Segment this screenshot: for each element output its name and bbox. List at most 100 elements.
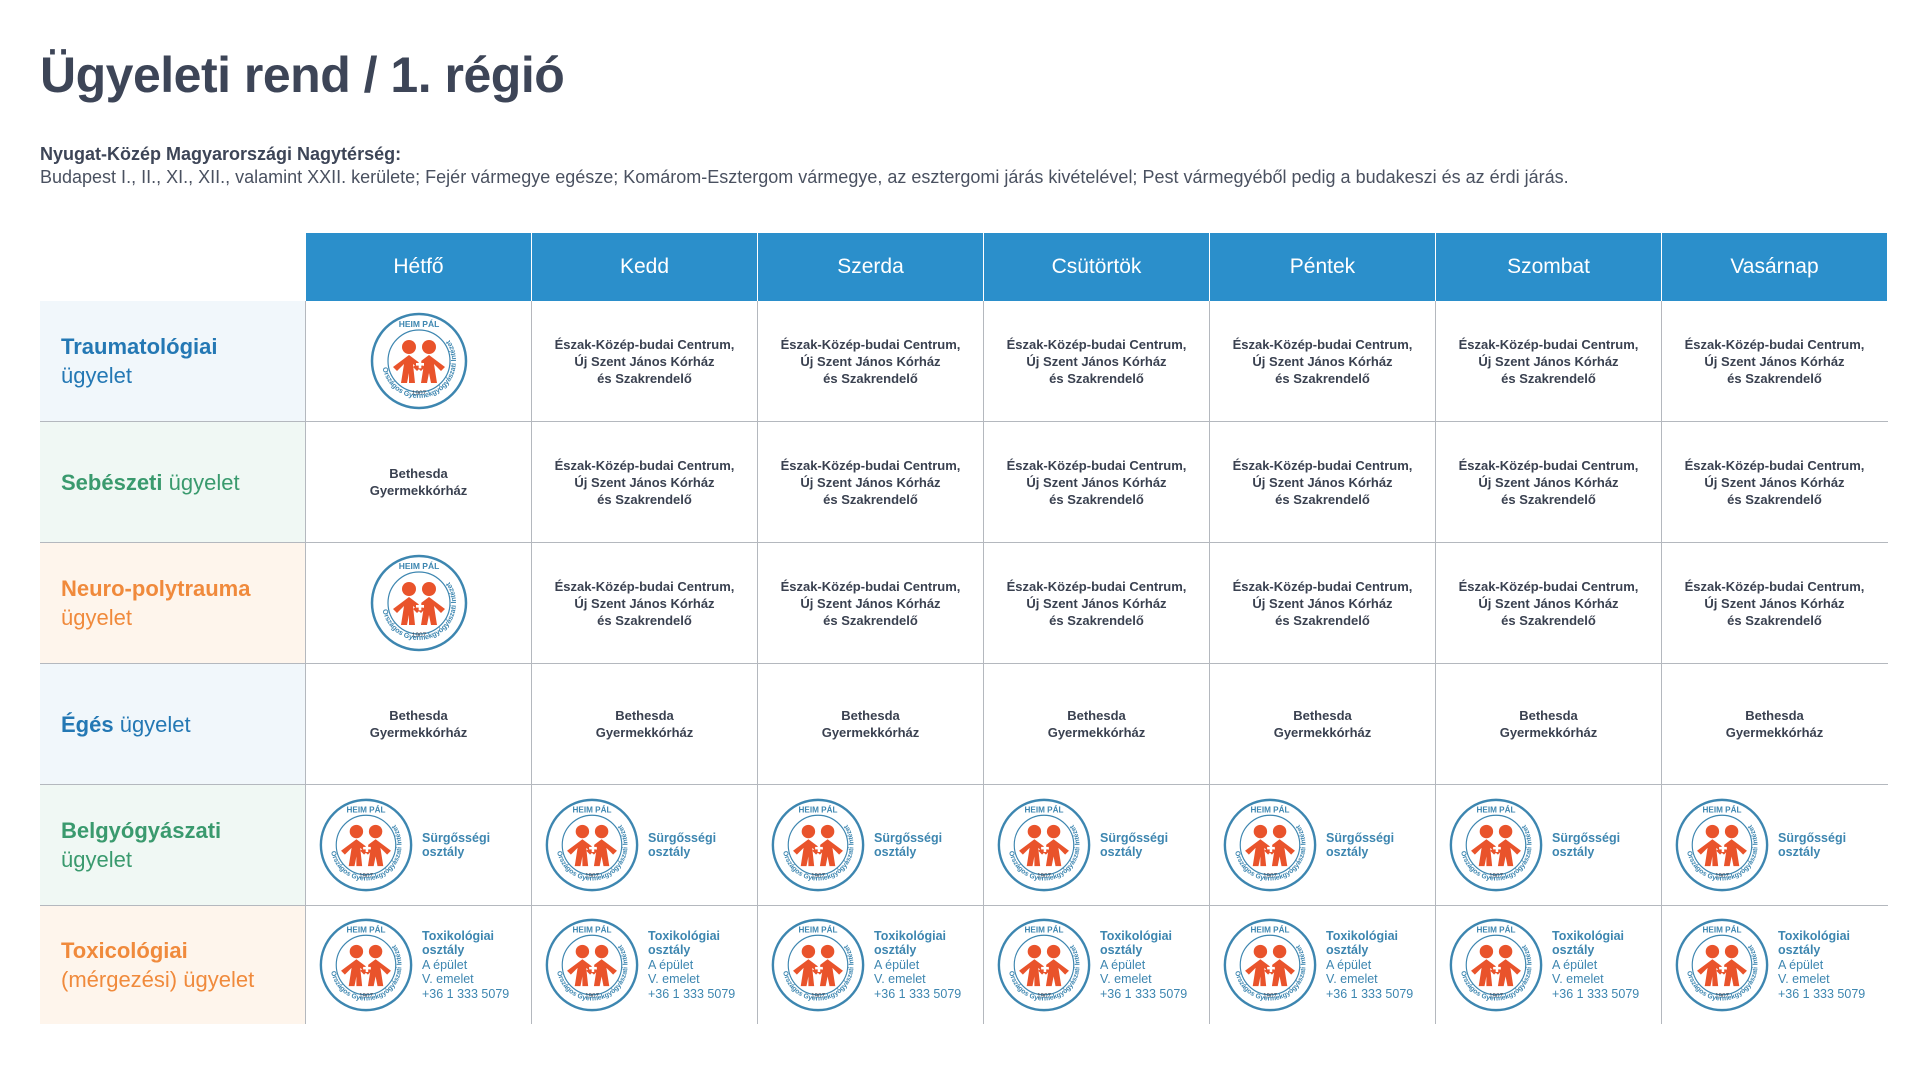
svg-text:HEIM PÁL: HEIM PÁL (1251, 924, 1290, 934)
hospital-name-line: és Szakrendelő (597, 491, 692, 507)
hospital-name-line: Új Szent János Kórház (1704, 353, 1845, 369)
department-info: Toxikológiai osztály A épület V. emelet +36 … (874, 929, 961, 1002)
hospital-name-line: és Szakrendelő (1049, 612, 1144, 628)
schedule-cell: Észak-Közép-budai Centrum, Új Szent János… (757, 301, 983, 421)
department-info-line: V. emelet (874, 972, 926, 987)
row-label: Égés ügyelet (40, 664, 305, 784)
department-info-line: osztály (1100, 943, 1143, 958)
schedule-row: Neuro-polytrauma ügyelet HEIM PÁL 1907 Orszá… (40, 543, 1888, 664)
hospital-name-line: és Szakrendelő (1727, 612, 1822, 628)
hospital-name: Bethesda Gyermekkórház (370, 465, 468, 499)
department-info-line: Sürgősségi (422, 830, 491, 845)
department-info-line: Sürgősségi (1552, 830, 1621, 845)
schedule-cell: HEIM PÁL 1907 Országos Gyermekgyógyászati … (757, 906, 983, 1024)
department-info: Toxikológiai osztály A épület V. emelet +36 … (1552, 929, 1639, 1002)
row-label: Toxicológiai (mérgezési) ügyelet (40, 906, 305, 1024)
day-header: Hétfő (305, 233, 531, 301)
svg-text:HEIM PÁL: HEIM PÁL (1025, 804, 1064, 814)
schedule-cell: HEIM PÁL 1907 Országos Gyermekgyógyászati … (305, 543, 531, 663)
department-info: Sürgősségi osztály (1326, 831, 1394, 860)
hospital-name-line: Észak-Közép-budai Centrum, (1684, 457, 1865, 473)
department-info-line: A épület (874, 957, 920, 972)
hospital-name: Észak-Közép-budai Centrum, Új Szent János… (781, 457, 961, 508)
schedule-cell: Bethesda Gyermekkórház (305, 664, 531, 784)
hospital-name-line: és Szakrendelő (1727, 491, 1822, 507)
region-title: Nyugat-Közép Magyarországi Nagytérség: (40, 144, 402, 164)
schedule-cell: Bethesda Gyermekkórház (1435, 664, 1661, 784)
hospital-name-line: és Szakrendelő (1275, 370, 1370, 386)
svg-text:1907: 1907 (811, 993, 825, 1000)
hospital-name: Bethesda Gyermekkórház (822, 707, 920, 741)
department-info-line: Sürgősségi (874, 830, 943, 845)
hospital-name: Észak-Közép-budai Centrum, Új Szent János… (1459, 336, 1639, 387)
department-info: Toxikológiai osztály A épület V. emelet +36 … (1778, 929, 1865, 1002)
day-header: Vasárnap (1661, 233, 1887, 301)
hospital-name-line: Bethesda (615, 708, 674, 723)
department-info-line: osztály (422, 845, 465, 859)
department-info: Toxikológiai osztály A épület V. emelet +36 … (1100, 929, 1187, 1002)
hospital-name: Észak-Közép-budai Centrum, Új Szent János… (555, 457, 735, 508)
schedule-cell: Észak-Közép-budai Centrum, Új Szent János… (1209, 301, 1435, 421)
hospital-name-line: Észak-Közép-budai Centrum, (780, 578, 961, 594)
department-info-line: osztály (1552, 943, 1595, 958)
hospital-name-line: Új Szent János Kórház (1252, 595, 1393, 611)
svg-text:HEIM PÁL: HEIM PÁL (1703, 804, 1742, 814)
day-header: Péntek (1209, 233, 1435, 301)
schedule-cell: HEIM PÁL 1907 Országos Gyermekgyógyászati … (531, 785, 757, 905)
department-info-line: Toxikológiai (1552, 928, 1624, 943)
hospital-name-line: Új Szent János Kórház (574, 353, 715, 369)
department-info-line: osztály (874, 943, 917, 958)
department-info-line: Toxikológiai (1778, 928, 1850, 943)
department-info: Sürgősségi osztály (422, 831, 490, 860)
hospital-name-line: Észak-Közép-budai Centrum, (1006, 578, 1187, 594)
hospital-name: Észak-Közép-budai Centrum, Új Szent János… (1233, 457, 1413, 508)
department-info-line: osztály (1778, 943, 1821, 958)
schedule-row: Traumatológiai ügyelet HEIM PÁL 1907 Országo… (40, 301, 1888, 422)
svg-text:1907: 1907 (411, 632, 426, 639)
department-info-line: A épület (648, 957, 694, 972)
hospital-name-line: Új Szent János Kórház (1252, 353, 1393, 369)
day-header-row: Hétfő Kedd Szerda Csütörtök Péntek Szombat Vas… (40, 233, 1888, 301)
schedule-cell: HEIM PÁL 1907 Országos Gyermekgyógyászati … (1209, 785, 1435, 905)
row-label-strong: Égés (61, 711, 114, 737)
department-info-line: Toxikológiai (422, 928, 494, 943)
department-info-line: +36 1 333 5079 (648, 986, 736, 1001)
schedule-cell: HEIM PÁL 1907 Országos Gyermekgyógyászati … (1661, 785, 1887, 905)
department-info-line: Toxikológiai (874, 928, 946, 943)
department-info-line: Toxikológiai (1326, 928, 1398, 943)
hospital-name-line: Észak-Közép-budai Centrum, (1006, 336, 1187, 352)
hospital-name-line: Észak-Közép-budai Centrum, (1684, 578, 1865, 594)
hospital-name: Észak-Közép-budai Centrum, Új Szent János… (781, 578, 961, 629)
schedule-cell: HEIM PÁL 1907 Országos Gyermekgyógyászati … (1209, 906, 1435, 1024)
day-header: Kedd (531, 233, 757, 301)
schedule-cell: Észak-Közép-budai Centrum, Új Szent János… (1435, 301, 1661, 421)
hospital-name-line: Új Szent János Kórház (800, 353, 941, 369)
department-info: Toxikológiai osztály A épület V. emelet +36 … (648, 929, 735, 1002)
department-info-line: +36 1 333 5079 (1552, 986, 1640, 1001)
schedule-cell: Bethesda Gyermekkórház (757, 664, 983, 784)
schedule-row: Égés ügyelet Bethesda Gyermekkórház Bethesd… (40, 664, 1888, 785)
hospital-name-line: Új Szent János Kórház (800, 474, 941, 490)
row-label-strong: Traumatológiai (61, 334, 218, 359)
schedule-cell: Észak-Közép-budai Centrum, Új Szent János… (1435, 543, 1661, 663)
svg-text:1907: 1907 (1715, 873, 1729, 880)
hospital-name-line: Észak-Közép-budai Centrum, (1458, 578, 1639, 594)
hospital-name: Bethesda Gyermekkórház (596, 707, 694, 741)
hospital-name-line: Új Szent János Kórház (574, 474, 715, 490)
svg-text:1907: 1907 (585, 873, 599, 880)
schedule-cell: Észak-Közép-budai Centrum, Új Szent János… (531, 543, 757, 663)
department-info-line: Sürgősségi (1100, 830, 1169, 845)
hospital-name-line: Bethesda (389, 466, 448, 481)
logo-with-text: HEIM PÁL 1907 Országos Gyermekgyógyászati … (758, 797, 983, 893)
day-header: Szombat (1435, 233, 1661, 301)
svg-text:HEIM PÁL: HEIM PÁL (1477, 924, 1516, 934)
department-info-line: osztály (648, 943, 691, 958)
row-label-strong: Toxicológiai (61, 938, 188, 963)
logo-with-text: HEIM PÁL 1907 Országos Gyermekgyógyászati … (1210, 797, 1435, 893)
schedule-table: Hétfő Kedd Szerda Csütörtök Péntek Szombat Vas… (40, 233, 1888, 1024)
logo-with-text: HEIM PÁL 1907 Országos Gyermekgyógyászati … (306, 917, 531, 1013)
